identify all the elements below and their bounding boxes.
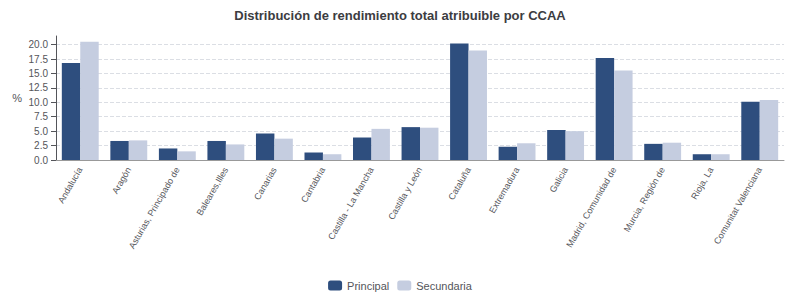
svg-text:Secundaria: Secundaria	[416, 280, 473, 292]
svg-text:Canarias: Canarias	[252, 165, 279, 202]
svg-text:2.5: 2.5	[34, 140, 48, 151]
svg-text:Distribución de rendimiento to: Distribución de rendimiento total atribu…	[234, 8, 566, 23]
svg-text:Baleares,Illes: Baleares,Illes	[195, 165, 231, 217]
svg-text:Castilla y León: Castilla y León	[386, 165, 424, 221]
svg-text:7.5: 7.5	[34, 111, 48, 122]
svg-text:Comunitat Valenciana: Comunitat Valenciana	[712, 165, 764, 246]
svg-text:Rioja, La: Rioja, La	[689, 165, 715, 201]
svg-text:17.5: 17.5	[29, 54, 49, 65]
svg-text:10.0: 10.0	[29, 97, 49, 108]
svg-text:Madrid, Comunidad de: Madrid, Comunidad de	[564, 165, 618, 249]
svg-text:0.0: 0.0	[34, 155, 48, 166]
svg-text:Asturias, Principado de: Asturias, Principado de	[127, 165, 182, 250]
svg-text:Cantabria: Cantabria	[299, 165, 327, 204]
svg-text:5.0: 5.0	[34, 126, 48, 137]
svg-text:%: %	[12, 92, 22, 104]
svg-text:Cataluña: Cataluña	[446, 165, 473, 201]
svg-text:Andalucía: Andalucía	[56, 165, 85, 205]
svg-text:Castilla - La Mancha: Castilla - La Mancha	[326, 165, 376, 241]
svg-text:Aragón: Aragón	[110, 165, 133, 195]
svg-text:Murcia, Región de: Murcia, Región de	[622, 165, 667, 233]
svg-text:Principal: Principal	[347, 280, 389, 292]
svg-text:Galicia: Galicia	[548, 165, 570, 194]
svg-text:20.0: 20.0	[29, 39, 49, 50]
svg-text:15.0: 15.0	[29, 68, 49, 79]
svg-text:12.5: 12.5	[29, 82, 49, 93]
svg-text:Extremadura: Extremadura	[487, 165, 521, 215]
